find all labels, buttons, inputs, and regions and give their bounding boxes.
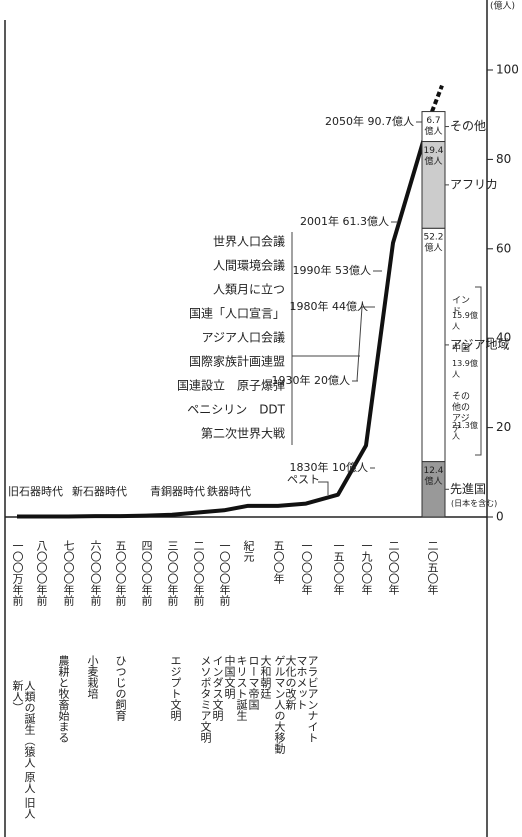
- callout: 2050年 90.7億人: [325, 114, 414, 128]
- y-tick-label: 20: [496, 420, 511, 434]
- event-label: 人類月に立つ: [213, 283, 285, 297]
- history-note: 大和朝廷: [259, 655, 272, 699]
- callout: ペスト: [287, 473, 320, 486]
- history-note: インダス文明: [211, 655, 224, 721]
- asia-bracket: [475, 286, 482, 456]
- y-tick-label: 60: [496, 241, 511, 255]
- history-note: キリスト誕生: [235, 655, 248, 721]
- callout-leader: [318, 481, 329, 495]
- callout: 1830年 10億人: [290, 460, 369, 474]
- event-label: 国際家族計画連盟: [189, 354, 285, 369]
- callout: 2001年 61.3億人: [300, 214, 389, 228]
- asia-label: 21.3億人: [452, 421, 478, 441]
- callout: 1930年 20億人: [272, 373, 351, 387]
- asia-name: その他のアジア: [452, 392, 471, 435]
- history-note: ゲルマン人の大移動: [273, 655, 286, 754]
- x-tick-label: 紀元: [242, 540, 255, 562]
- history-note: アラビアンナイト: [306, 655, 319, 743]
- breakdown-value: 6.7: [426, 116, 440, 126]
- x-tick-label: 一〇〇〇年前: [218, 540, 231, 606]
- y-tick-label: 40: [496, 331, 511, 345]
- asia-name: 中国: [452, 344, 471, 354]
- breakdown-unit: 億人: [424, 155, 442, 167]
- x-tick-label: 七〇〇〇年前: [62, 540, 75, 606]
- breakdown-unit: 億人: [424, 125, 442, 137]
- breakdown-name: 先進国: [450, 482, 486, 496]
- event-label: アジア人口会議: [201, 331, 285, 345]
- population-line: [17, 111, 434, 519]
- breakdown-unit: 億人: [424, 475, 442, 487]
- x-tick-label: 一五〇〇年: [332, 540, 345, 595]
- history-note: エジプト文明: [169, 655, 182, 721]
- callout: 1990年 53億人: [293, 263, 372, 277]
- breakdown-value: 19.4: [423, 146, 443, 156]
- callout-bracket: [356, 306, 372, 382]
- era-label: 鉄器時代: [207, 484, 251, 498]
- x-tick-label: 三〇〇〇年前: [166, 540, 179, 606]
- breakdown-segment: [421, 227, 446, 463]
- event-label: 世界人口会議: [213, 235, 285, 249]
- projection-dash: [430, 84, 444, 113]
- x-tick-label: 一九〇〇年: [360, 540, 373, 595]
- x-tick-label: 八〇〇〇年前: [35, 540, 48, 606]
- asia-label: 13.9億人: [452, 359, 478, 379]
- y-tick-label: 0: [496, 510, 504, 524]
- y-tick-label: 100: [496, 63, 519, 77]
- x-tick-label: 五〇〇年: [272, 540, 285, 584]
- event-label: 第二次世界大戦: [201, 427, 285, 441]
- breakdown-name: アジア地域: [450, 337, 510, 351]
- callout: 1980年 44億人: [290, 299, 369, 313]
- x-tick-label: 六〇〇〇年前: [89, 540, 102, 606]
- x-tick-label: 二〇〇〇年前: [192, 540, 205, 606]
- breakdown-name: アフリカ: [450, 177, 498, 191]
- history-note: 小麦栽培: [86, 655, 99, 699]
- x-tick-label: 二〇五〇年: [426, 540, 439, 595]
- event-label: 国連設立 原子爆弾: [177, 379, 285, 393]
- y-unit-label: (億人): [490, 0, 515, 12]
- history-note: ひつじの飼育: [114, 655, 127, 721]
- breakdown-value: 52.2: [423, 233, 443, 243]
- asia-label: 15.9億人: [452, 311, 478, 331]
- era-label: 旧石器時代: [8, 485, 63, 498]
- asia-name: インド: [452, 296, 471, 317]
- history-note: 人類の誕生（猿人 原人 旧人 新人）: [11, 680, 36, 819]
- era-label: 新石器時代: [72, 485, 127, 498]
- breakdown-unit: 億人: [424, 242, 442, 254]
- history-note: 中国文明: [223, 655, 236, 699]
- history-note: 大化の改新: [284, 655, 297, 710]
- x-tick-label: 五〇〇〇年前: [114, 540, 127, 606]
- breakdown-note: (日本を含む): [451, 498, 497, 508]
- event-label: 人間環境会議: [213, 259, 285, 273]
- event-label: 国連「人口宣言」: [189, 307, 285, 321]
- y-tick-label: 80: [496, 152, 511, 166]
- breakdown-value: 12.4: [423, 466, 443, 476]
- history-note: 農耕と牧畜始まる: [57, 655, 70, 743]
- history-note: メソポタミア文明: [199, 655, 212, 743]
- x-tick-label: 一〇〇〇年: [300, 540, 313, 595]
- x-tick-label: 二〇〇〇年: [387, 540, 400, 595]
- history-note: マホメット: [295, 655, 308, 710]
- x-tick-label: 四〇〇〇年前: [140, 540, 153, 606]
- x-tick-label: 一〇〇万年前: [11, 540, 24, 606]
- breakdown-name: その他: [450, 119, 486, 133]
- history-note: ローマ帝国: [247, 655, 260, 710]
- event-label: ペニシリン DDT: [187, 403, 285, 417]
- era-label: 青銅器時代: [150, 484, 205, 498]
